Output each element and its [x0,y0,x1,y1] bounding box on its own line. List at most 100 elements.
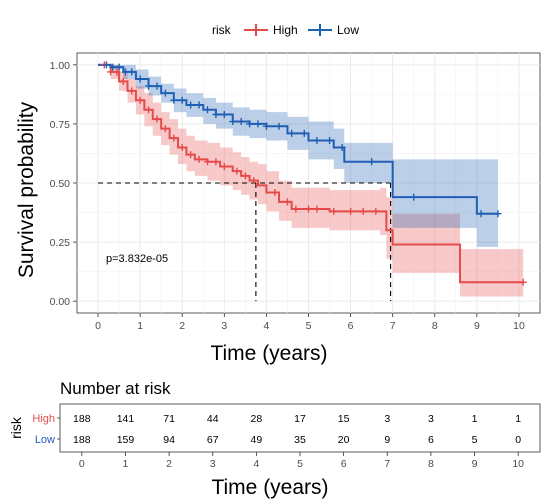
x-tick-label: 5 [306,320,312,332]
censor-mark-low [170,96,178,104]
risk-table-ticks: 0 1 2 3 4 5 6 7 8 9 10 [79,452,524,470]
censor-mark-high [233,167,241,175]
x-tick-label: 7 [390,320,396,332]
risk-table-tick-label: 7 [384,458,390,470]
censor-mark-high [113,68,121,76]
censor-mark-high [145,106,153,114]
y-tick-label: 0.25 [50,237,71,249]
censor-mark-low [368,158,376,166]
risk-table: Number at risk risk High 188 141 71 44 28 17 15… [8,379,541,499]
censor-mark-high [203,158,211,166]
censor-mark-high [212,158,220,166]
x-tick-label: 6 [348,320,354,332]
x-tick-label: 0 [95,320,101,332]
risk-row-label-high: High [32,413,55,425]
x-tick-label: 3 [221,320,227,332]
risk-table-tick-label: 8 [428,458,434,470]
legend-title: risk [212,23,232,37]
y-axis-ticks: 0.00 0.25 0.50 0.75 1.00 [50,60,77,308]
censor-mark-low [115,63,123,71]
censor-mark-high [283,198,291,206]
risk-cell-low: 94 [163,434,175,446]
censor-mark-low [254,120,262,128]
censor-mark-low [109,63,117,71]
risk-table-ylabel: risk [8,416,24,439]
risk-table-tick-label: 5 [297,458,303,470]
x-tick-label: 8 [432,320,438,332]
median-lines [98,182,392,302]
risk-cell-high: 15 [338,413,350,425]
censor-mark-high [178,144,186,152]
censor-mark-low [128,68,136,76]
risk-cell-low: 67 [207,434,219,446]
censor-mark-low [136,75,144,83]
censor-mark-low [237,118,245,126]
censor-mark-low [410,193,418,201]
x-tick-label: 4 [263,320,269,332]
risk-table-tick-label: 0 [79,458,85,470]
censor-mark-high [241,172,249,180]
y-axis-title: Survival probability [15,101,38,278]
x-tick-label: 10 [513,320,525,332]
censor-mark-low [313,136,321,144]
censor-mark-high [313,205,321,213]
y-tick-label: 1.00 [50,60,71,72]
censor-mark-low [203,106,211,114]
censor-mark-high [107,68,115,76]
risk-table-tick-label: 3 [210,458,216,470]
censor-mark-high [519,278,527,286]
confidence-band-low [98,64,498,247]
risk-cell-high: 1 [515,413,521,425]
risk-table-panel [59,403,541,453]
x-tick-label: 2 [179,320,185,332]
censor-mark-low [153,82,161,90]
p-value-annotation: p=3.832e-05 [106,253,168,265]
censor-mark-high [372,207,380,215]
censor-mark-low [338,144,346,152]
confidence-band-high [98,64,524,297]
risk-cell-low: 20 [338,434,350,446]
censor-mark-low [178,96,186,104]
risk-cell-high: 141 [117,413,135,425]
censor-mark-high [305,205,312,213]
risk-cell-high: 1 [472,413,478,425]
censor-mark-low [246,120,254,128]
censor-mark-low [220,110,228,118]
x-tick-label: 1 [137,320,143,332]
censor-mark-high [330,207,338,215]
risk-table-tick-label: 6 [341,458,347,470]
risk-row-label-low: Low [35,434,55,446]
risk-cell-high: 71 [163,413,175,425]
risk-cell-low: 9 [384,434,390,446]
censor-mark-low [288,129,296,137]
risk-cell-high: 188 [73,413,91,425]
censor-mark-high [187,151,195,159]
risk-table-tick-label: 9 [472,458,478,470]
risk-table-title: Number at risk [60,379,171,398]
censor-mark-high [119,77,127,85]
censor-mark-low [229,118,237,126]
risk-table-tick-label: 1 [123,458,129,470]
legend-low-label: Low [337,23,359,37]
censor-mark-low [121,68,129,76]
x-tick-label: 9 [474,320,480,332]
censor-mark-low [275,122,283,130]
censor-mark-high [136,96,144,104]
censor-mark-high [128,87,136,95]
risk-cell-high: 3 [384,413,390,425]
censor-mark-low [145,82,153,90]
survival-plot: 0 1 2 3 4 5 6 7 8 9 10 0.00 0.25 0.50 0.75 1.00 p=3.83… [15,52,541,365]
risk-cell-high: 17 [294,413,306,425]
censor-mark-high [271,188,279,196]
risk-cell-low: 49 [251,434,263,446]
censor-mark-low [161,89,169,97]
censor-mark-low [195,101,203,109]
y-tick-label: 0.75 [50,119,71,131]
censor-mark-low [326,136,334,144]
censor-mark-high [161,125,169,133]
y-tick-label: 0.50 [50,178,71,190]
confidence-bands [98,64,524,297]
risk-cell-high: 44 [207,413,219,425]
censor-mark-high [153,115,161,123]
risk-table-cells: High 188 141 71 44 28 17 15 3 3 1 1 Low 188 159 94 67 49 3… [32,413,521,446]
